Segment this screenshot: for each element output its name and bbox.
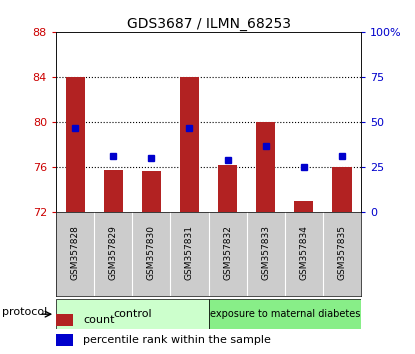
- Bar: [104, 170, 123, 212]
- Bar: [56, 334, 73, 346]
- Bar: [209, 299, 361, 329]
- Bar: [332, 167, 352, 212]
- Text: protocol: protocol: [2, 307, 47, 318]
- Text: GSM357830: GSM357830: [147, 225, 156, 280]
- Text: GSM357832: GSM357832: [223, 225, 232, 280]
- Bar: [56, 314, 73, 326]
- Text: percentile rank within the sample: percentile rank within the sample: [83, 335, 271, 345]
- Text: GSM357829: GSM357829: [109, 225, 118, 280]
- Text: GSM357834: GSM357834: [299, 225, 308, 280]
- Text: GSM357831: GSM357831: [185, 225, 194, 280]
- Bar: [142, 171, 161, 212]
- Bar: [56, 299, 209, 329]
- Text: control: control: [113, 309, 151, 319]
- Bar: [180, 77, 199, 212]
- Text: exposure to maternal diabetes: exposure to maternal diabetes: [210, 309, 360, 319]
- Text: GSM357833: GSM357833: [261, 225, 270, 280]
- Title: GDS3687 / ILMN_68253: GDS3687 / ILMN_68253: [127, 17, 290, 31]
- Text: GSM357835: GSM357835: [337, 225, 347, 280]
- Text: GSM357828: GSM357828: [71, 225, 80, 280]
- Text: count: count: [83, 315, 115, 325]
- Bar: [66, 77, 85, 212]
- Bar: [294, 201, 313, 212]
- Bar: [256, 122, 275, 212]
- Bar: [218, 165, 237, 212]
